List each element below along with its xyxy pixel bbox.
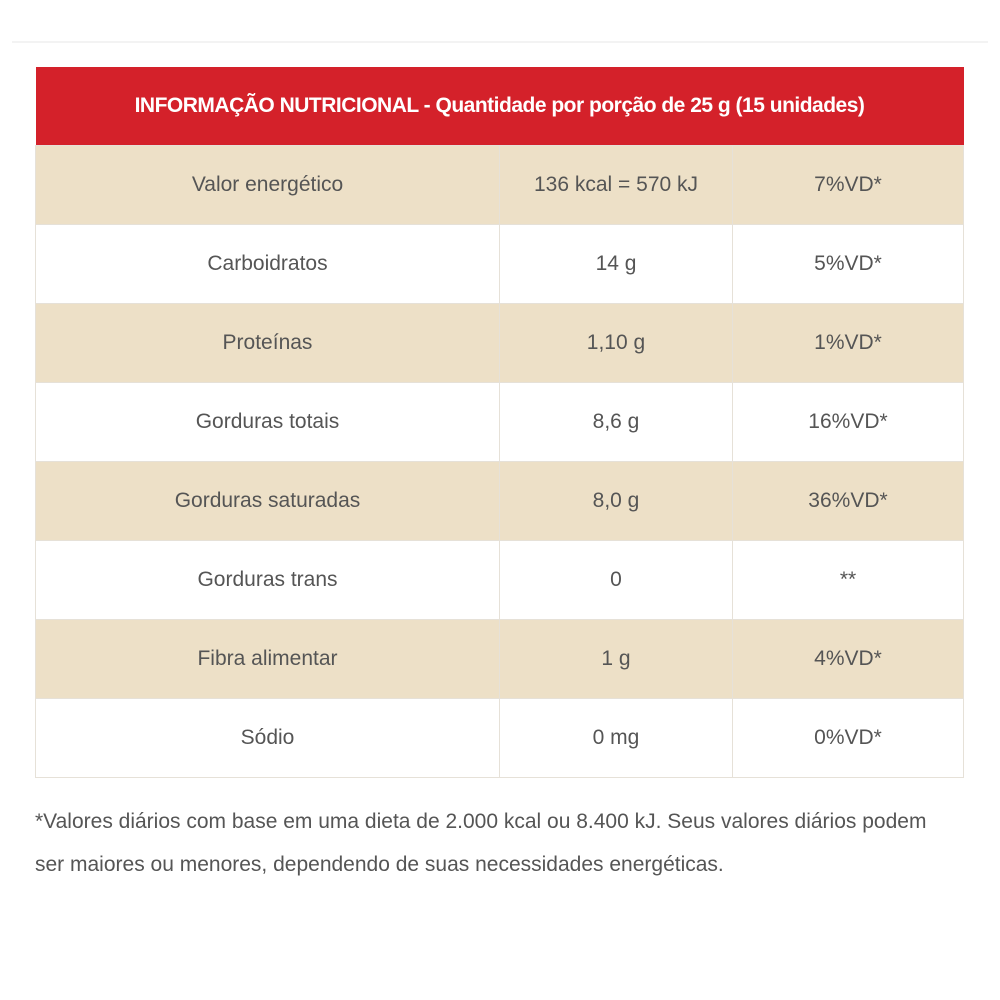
amount-cell: 1 g: [499, 619, 733, 699]
table-row: Proteínas 1,10 g 1%VD*: [35, 303, 964, 383]
amount-cell: 0: [499, 540, 733, 620]
daily-value-cell: 5%VD*: [732, 224, 964, 304]
amount-cell: 136 kcal = 570 kJ: [499, 145, 733, 225]
table-row: Gorduras totais 8,6 g 16%VD*: [35, 382, 964, 462]
table-row: Sódio 0 mg 0%VD*: [35, 698, 964, 778]
nutrient-cell: Valor energético: [35, 145, 500, 225]
table-title: INFORMAÇÃO NUTRICIONAL - Quantidade por …: [35, 67, 964, 146]
daily-value-cell: **: [732, 540, 964, 620]
daily-value-cell: 36%VD*: [732, 461, 964, 541]
nutrition-table: INFORMAÇÃO NUTRICIONAL - Quantidade por …: [35, 67, 964, 778]
nutrient-cell: Fibra alimentar: [35, 619, 500, 699]
table-row: Fibra alimentar 1 g 4%VD*: [35, 619, 964, 699]
amount-cell: 14 g: [499, 224, 733, 304]
nutrient-cell: Gorduras trans: [35, 540, 500, 620]
daily-value-cell: 1%VD*: [732, 303, 964, 383]
nutrient-cell: Sódio: [35, 698, 500, 778]
amount-cell: 8,6 g: [499, 382, 733, 462]
table-row: Carboidratos 14 g 5%VD*: [35, 224, 964, 304]
footnote: *Valores diários com base em uma dieta d…: [35, 810, 927, 876]
nutrient-cell: Gorduras totais: [35, 382, 500, 462]
table-row: Gorduras saturadas 8,0 g 36%VD*: [35, 461, 964, 541]
daily-value-cell: 0%VD*: [732, 698, 964, 778]
amount-cell: 8,0 g: [499, 461, 733, 541]
nutrient-cell: Carboidratos: [35, 224, 500, 304]
daily-value-cell: 4%VD*: [732, 619, 964, 699]
amount-cell: 0 mg: [499, 698, 733, 778]
divider: [12, 41, 988, 43]
nutrient-cell: Proteínas: [35, 303, 500, 383]
amount-cell: 1,10 g: [499, 303, 733, 383]
daily-value-cell: 7%VD*: [732, 145, 964, 225]
daily-value-cell: 16%VD*: [732, 382, 964, 462]
nutrient-cell: Gorduras saturadas: [35, 461, 500, 541]
table-row: Gorduras trans 0 **: [35, 540, 964, 620]
table-row: Valor energético 136 kcal = 570 kJ 7%VD*: [35, 145, 964, 225]
